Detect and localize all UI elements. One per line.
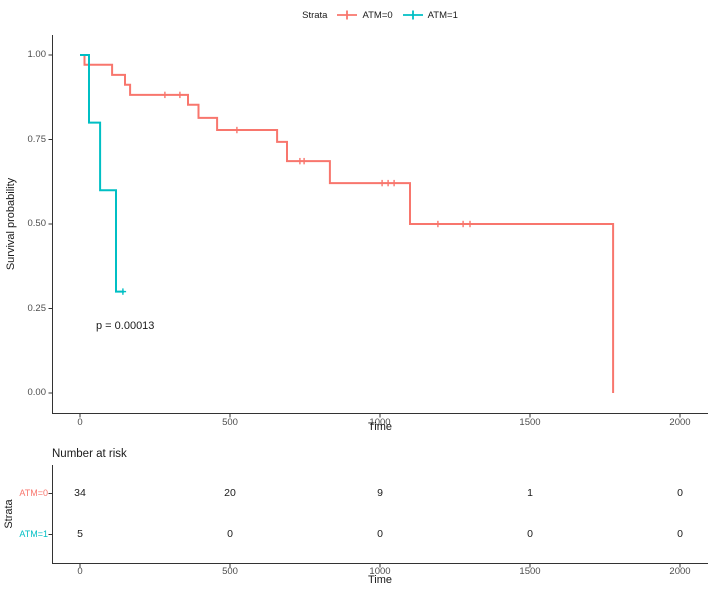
risk-table-title: Number at risk (52, 448, 127, 460)
y-tick-label: 0.75 (27, 134, 47, 145)
risk-count: 5 (77, 528, 83, 540)
pvalue-annotation: p = 0.00013 (96, 320, 155, 332)
y-tick-label: 0.25 (27, 303, 47, 314)
risk-count: 34 (74, 487, 86, 499)
risk-x-tick-label: 2000 (669, 566, 691, 577)
risk-count: 0 (677, 528, 683, 540)
risk-x-tick-label: 1500 (519, 566, 541, 577)
x-tick-label: 1500 (519, 417, 541, 428)
x-tick-label: 0 (77, 417, 83, 428)
legend: Strata ATM=0 ATM=1 (52, 7, 708, 23)
y-tick-label: 0.00 (27, 387, 47, 398)
risk-count: 9 (377, 487, 383, 499)
legend-item-atm1[interactable]: ATM=1 (402, 9, 458, 21)
risk-row-label-atm1: ATM=1 (19, 529, 48, 539)
x-tick-label: 1000 (369, 417, 391, 428)
legend-label-atm0: ATM=0 (362, 9, 393, 21)
legend-title: Strata (302, 9, 328, 21)
risk-count: 0 (377, 528, 383, 540)
y-tick-label: 0.50 (27, 218, 47, 229)
risk-x-tick-label: 1000 (369, 566, 391, 577)
risk-row-label-atm0: ATM=0 (19, 488, 48, 498)
risk-x-tick-label: 0 (77, 566, 83, 577)
y-tick-label: 1.00 (27, 49, 47, 60)
legend-key-atm0-icon (337, 10, 358, 20)
risk-count: 0 (227, 528, 233, 540)
risk-x-tick-label: 500 (222, 566, 238, 577)
risk-x-axis-title: Time (367, 574, 393, 586)
risk-y-axis-title: Strata (3, 499, 15, 529)
survival-curve-atm-1 (80, 54, 125, 293)
legend-key-atm1-icon (402, 10, 423, 20)
risk-count: 20 (224, 487, 236, 499)
risk-count: 0 (527, 528, 533, 540)
survival-curve-atm-0 (80, 54, 615, 393)
risk-count: 0 (677, 487, 683, 499)
x-tick-label: 500 (222, 417, 238, 428)
risk-count: 1 (527, 487, 533, 499)
legend-label-atm1: ATM=1 (427, 9, 458, 21)
x-axis-title: Time (367, 421, 393, 433)
x-tick-label: 2000 (669, 417, 691, 428)
legend-item-atm0[interactable]: ATM=0 (336, 9, 393, 21)
